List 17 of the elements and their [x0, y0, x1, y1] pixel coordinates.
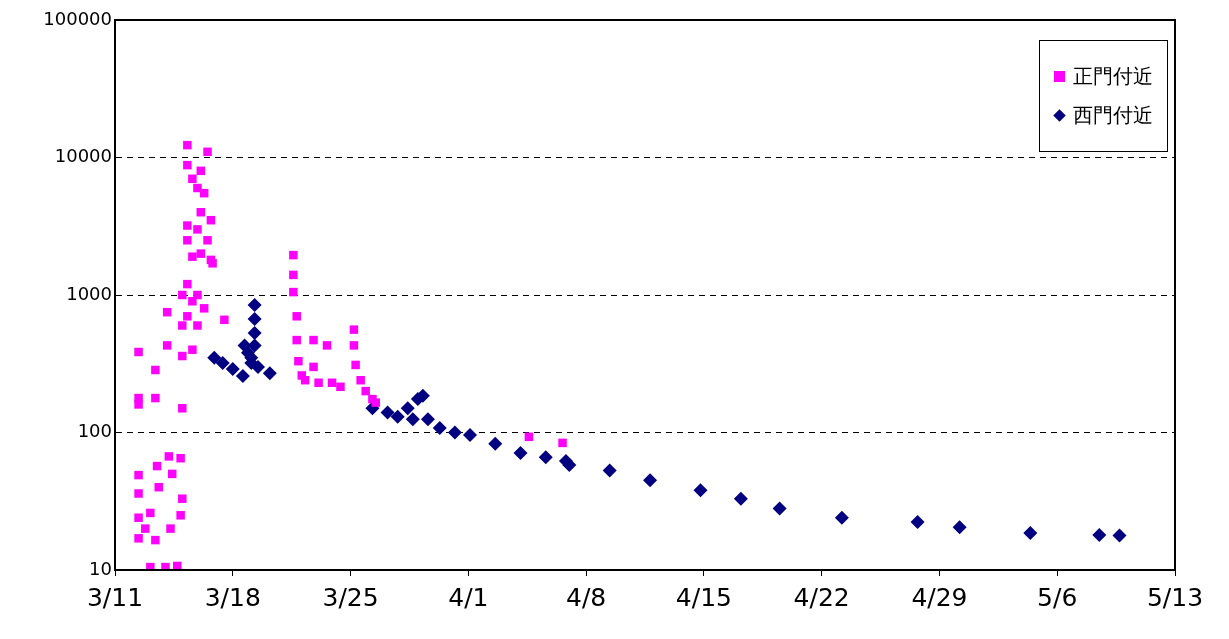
y-tick-label: 10000: [54, 145, 112, 167]
x-tick-label: 5/13: [1146, 582, 1204, 612]
x-tick-label: 4/15: [675, 582, 732, 612]
y-tick-label: 100: [77, 420, 112, 442]
x-tick-label: 4/22: [793, 582, 850, 612]
x-tick-label: 3/11: [86, 582, 144, 612]
legend-label: 西門付近: [1073, 102, 1153, 129]
y-tick-label: 10: [89, 557, 112, 579]
y-tick-label: 100000: [43, 7, 112, 29]
legend-label: 正門付近: [1073, 63, 1153, 90]
x-tick-label: 3/18: [204, 582, 261, 612]
x-tick-label: 5/6: [1037, 582, 1078, 612]
x-tick-label: 4/1: [448, 582, 489, 612]
x-tick-label: 3/25: [322, 582, 379, 612]
y-tick-label: 1000: [66, 282, 112, 304]
x-tick-label: 4/29: [911, 582, 968, 612]
x-tick-label: 4/8: [565, 582, 607, 612]
